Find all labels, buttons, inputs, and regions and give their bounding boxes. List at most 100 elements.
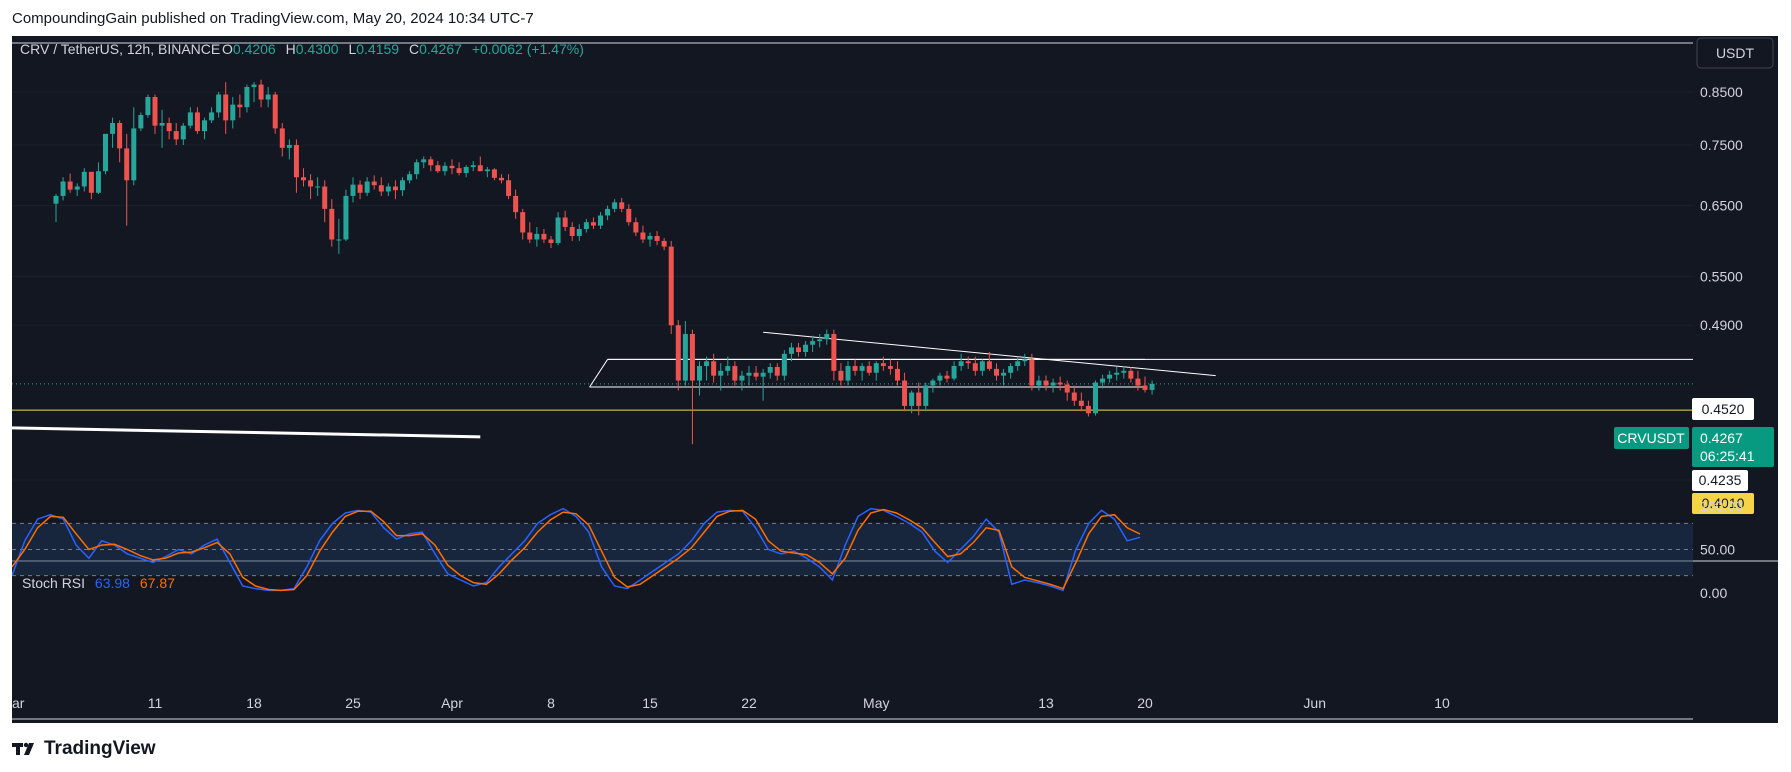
candle-body [336,239,342,241]
candle-body [633,222,639,233]
candle-body [1085,405,1091,414]
candle-body [67,181,73,190]
candle-body [421,159,427,163]
candle-body [407,174,413,181]
candle-body [796,347,801,353]
candle-body [711,361,717,376]
candle-body [385,186,391,192]
candle-body [513,195,519,213]
candle-body [265,94,271,100]
candle-body [329,208,335,240]
candle-body [781,353,787,376]
candle-body [626,208,632,223]
candle-body [463,167,469,174]
candle-body [308,180,314,187]
candle-body [527,232,533,240]
time-axis[interactable]: ar 11 18 25 Apr 8 15 22 May 13 20 Jun 10 [12,695,1450,711]
resistance-price-label: 0.4520 [1692,398,1754,420]
candle-body [986,361,992,369]
candle-body [838,370,844,381]
currency-button[interactable]: USDT [1696,37,1774,69]
candle-body [491,169,497,178]
candle-body [180,125,186,140]
candle-body [668,246,674,326]
chart-panel[interactable]: CRV / TetherUS, 12h, BINANCE O0.4206 H0.… [12,36,1778,723]
price-tick-label: 0.4900 [1700,317,1743,333]
candle-body [732,366,738,381]
candle-body [237,104,243,108]
candle-body [689,333,695,381]
candle-body [612,202,618,209]
candle-body [81,171,87,187]
candle-body [661,240,667,247]
chart-canvas[interactable]: CRV / TetherUS, 12h, BINANCE O0.4206 H0.… [12,36,1778,723]
candle-body [209,112,215,121]
candle-body [414,162,420,175]
candle-body [187,112,193,126]
candle-body [506,180,512,196]
ohlc-readout: O0.4206 H0.4300 L0.4159 C0.4267 +0.0062 … [222,41,584,57]
candle-body [598,215,603,226]
candle-body [590,222,596,226]
candle-body [442,165,448,172]
price-tick-label: 0.5500 [1700,268,1743,284]
candle-body [895,368,900,381]
candle-body [499,177,504,181]
time-tick-label: 15 [642,695,658,711]
candle-body [746,372,752,376]
candle-body [831,333,837,371]
candle-body [1093,382,1098,414]
svg-text:0.4010: 0.4010 [1702,495,1745,511]
candle-body [873,363,879,373]
stoch-axis[interactable]: 100.00 50.00 0.00 [1700,498,1743,601]
candle-body [1142,385,1148,390]
candle-body [647,235,653,240]
candle-body [534,233,540,240]
footer-brand[interactable]: TradingView [12,738,156,760]
candle-body [1100,378,1106,383]
candle-body [902,380,908,406]
candle-body [725,366,731,371]
candle-body [576,229,582,236]
candle-body [718,370,724,376]
candle-body [1121,370,1127,373]
candle-body [788,347,794,354]
currency-label: USDT [1716,45,1755,61]
range-box-left [589,359,608,388]
time-tick-label: Apr [441,695,463,711]
svg-text:0.4235: 0.4235 [1699,472,1742,488]
candle-body [1057,382,1063,385]
candle-body [279,128,285,148]
candle-body [1043,380,1049,386]
candle-body [428,159,434,166]
candle-body [244,87,250,108]
candle-body [605,208,611,216]
candle-body [640,232,646,240]
candle-body [202,120,207,132]
publish-info: CompoundingGain published on TradingView… [12,10,534,27]
candle-body [753,372,759,377]
candle-body [923,385,929,406]
candle-body [258,84,264,100]
candle-body [619,202,625,209]
candle-body [124,148,130,181]
svg-text:0.4520: 0.4520 [1702,401,1745,417]
candle-body [944,375,950,379]
time-tick-label: 22 [741,695,757,711]
candle-body [767,366,773,373]
stoch-legend: Stoch RSI 63.98 67.87 [22,575,175,591]
candle-body [110,122,116,134]
candle-body [272,94,278,129]
candle-body [293,144,299,178]
candle-body [371,181,377,186]
candle-body [930,380,936,386]
candle-body [555,217,561,244]
candle-body [357,184,363,193]
candle-body [972,363,978,371]
candle-body [60,181,66,196]
candle-body [350,184,356,196]
candle-body [675,325,681,381]
candle-body [103,133,108,172]
candle-body [697,366,702,381]
